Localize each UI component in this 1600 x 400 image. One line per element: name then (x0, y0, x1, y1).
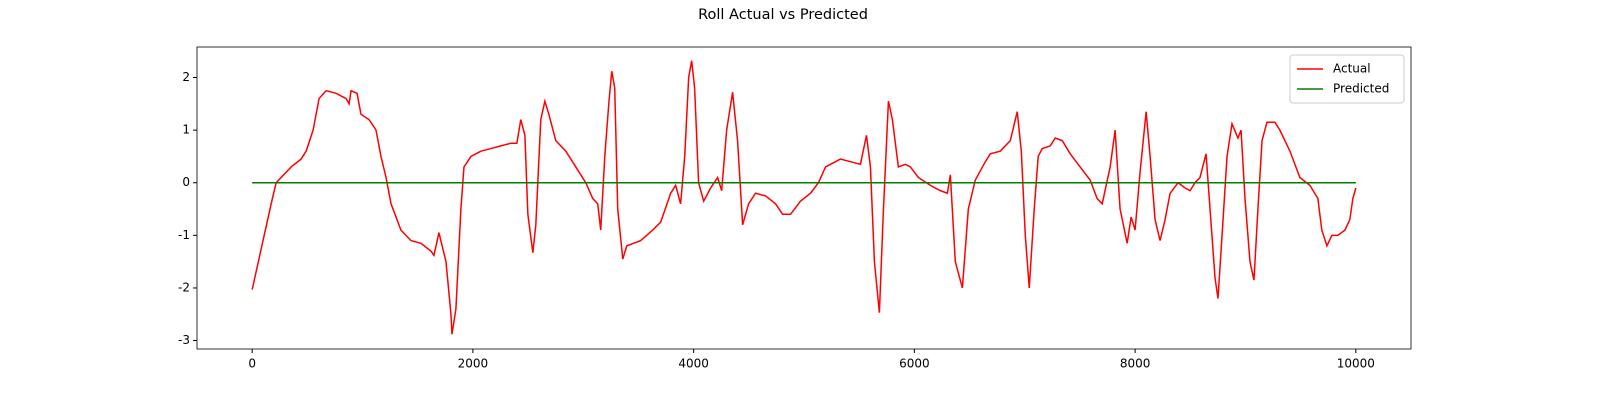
x-tick-label: 6000 (899, 357, 930, 371)
legend-label: Predicted (1333, 82, 1389, 96)
legend-box (1289, 54, 1405, 104)
y-tick-label: 1 (182, 123, 190, 137)
x-tick-label: 8000 (1120, 357, 1151, 371)
x-tick-label: 4000 (678, 357, 709, 371)
x-tick-label: 2000 (458, 357, 489, 371)
x-tick-label: 0 (248, 357, 256, 371)
data-line (251, 60, 1357, 335)
y-tick-label: -3 (178, 333, 190, 347)
plot-frame (196, 46, 1412, 350)
y-tick-label: 2 (182, 70, 190, 84)
legend-label: Actual (1333, 62, 1371, 76)
y-tick-label: -1 (178, 228, 190, 242)
chart-title: Roll Actual vs Predicted (698, 7, 868, 23)
x-tick-label: 10000 (1337, 357, 1375, 371)
y-tick-label: -2 (178, 280, 190, 294)
y-tick-label: 0 (182, 175, 190, 189)
